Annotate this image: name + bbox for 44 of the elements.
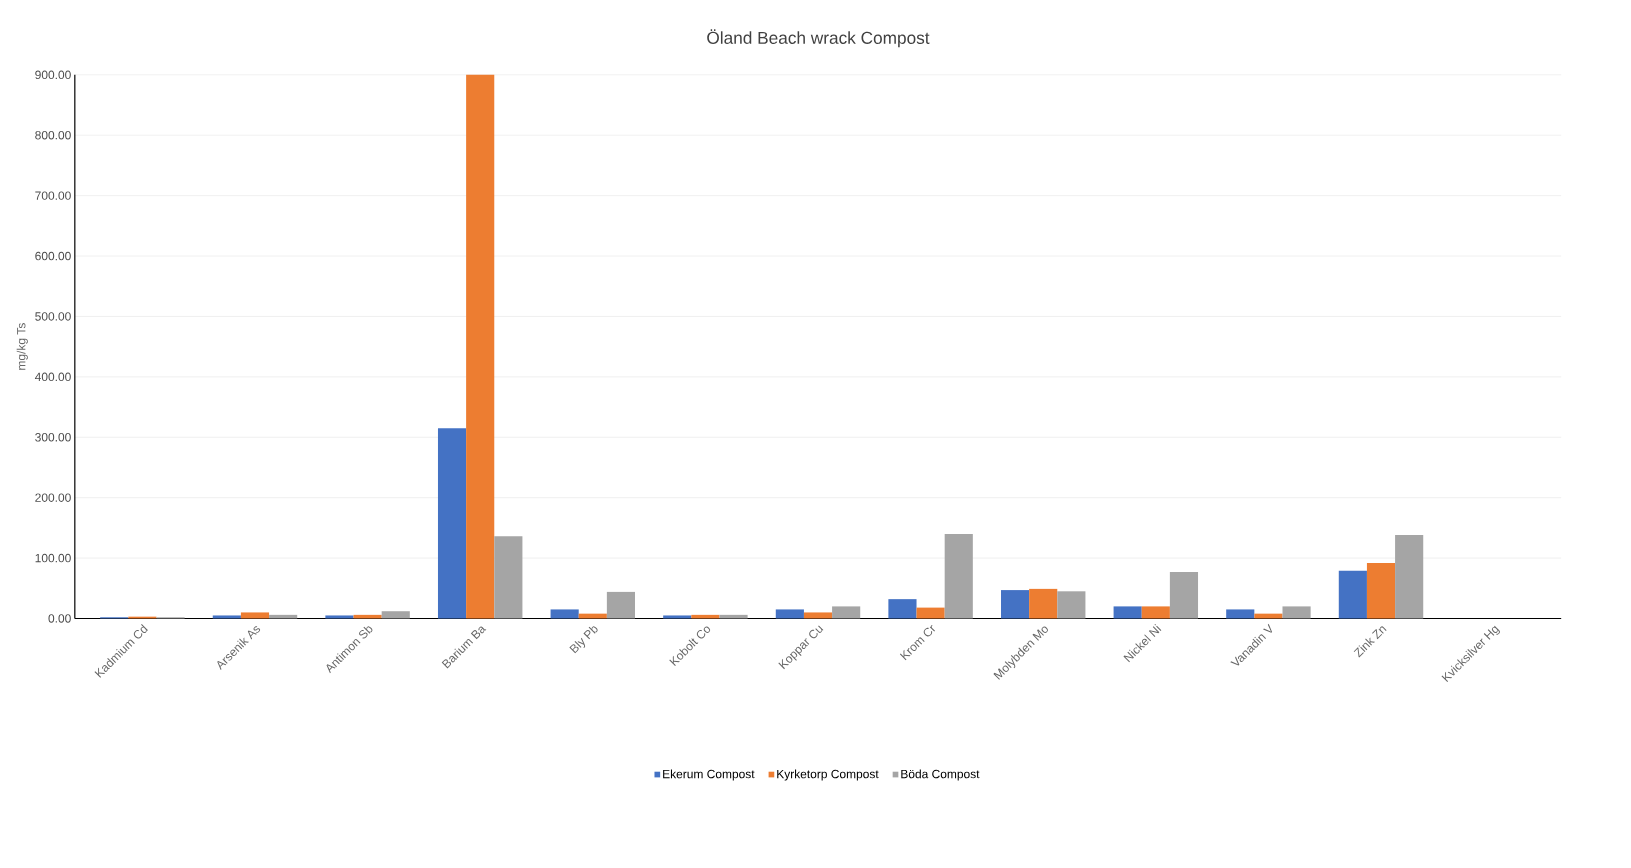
y-tick-label: 600.00 (35, 251, 71, 261)
bar (1366, 562, 1396, 619)
legend-label: Kyrketorp Compost (777, 769, 879, 781)
bar (1057, 591, 1086, 619)
y-tick-label: 500.00 (35, 312, 71, 321)
y-axis-title: mg/kg Ts (16, 323, 28, 370)
y-tick-label: 100.00 (35, 553, 71, 563)
bar (1029, 588, 1058, 619)
y-tick-label: 300.00 (35, 433, 71, 442)
x-tick-label: Zink Zn (1353, 626, 1387, 658)
bar (381, 611, 410, 619)
bar (1282, 606, 1311, 619)
bar (1169, 572, 1199, 619)
bar (1000, 590, 1030, 619)
y-tick-label: 900.00 (35, 70, 71, 80)
bar (888, 599, 917, 619)
bar (606, 591, 636, 619)
bar (325, 615, 354, 619)
bar (1226, 609, 1255, 619)
x-tick-label: Bly Pb (569, 626, 598, 654)
bar (1338, 570, 1367, 619)
bar (1113, 606, 1142, 619)
bar (466, 74, 495, 619)
bar (550, 609, 579, 619)
bar (663, 615, 692, 619)
bar (832, 606, 861, 619)
bar (437, 428, 467, 619)
bar (212, 615, 241, 619)
bar (1395, 535, 1424, 619)
legend-label: Böda Compost (901, 769, 980, 781)
bar (916, 607, 945, 619)
bar (803, 612, 833, 619)
bar (1141, 606, 1170, 619)
bar (775, 609, 804, 619)
bar (240, 612, 270, 619)
y-tick-label: 700.00 (35, 191, 71, 200)
bar (494, 536, 523, 619)
legend-label: Ekerum Compost (663, 769, 755, 781)
y-tick-label: 200.00 (35, 493, 71, 502)
y-tick-label: 400.00 (34, 372, 71, 382)
bar (944, 533, 973, 619)
y-tick-label: 800.00 (35, 131, 71, 140)
y-tick-label: 0.00 (48, 614, 71, 623)
chart-title: Öland Beach wrack Compost (707, 29, 930, 48)
